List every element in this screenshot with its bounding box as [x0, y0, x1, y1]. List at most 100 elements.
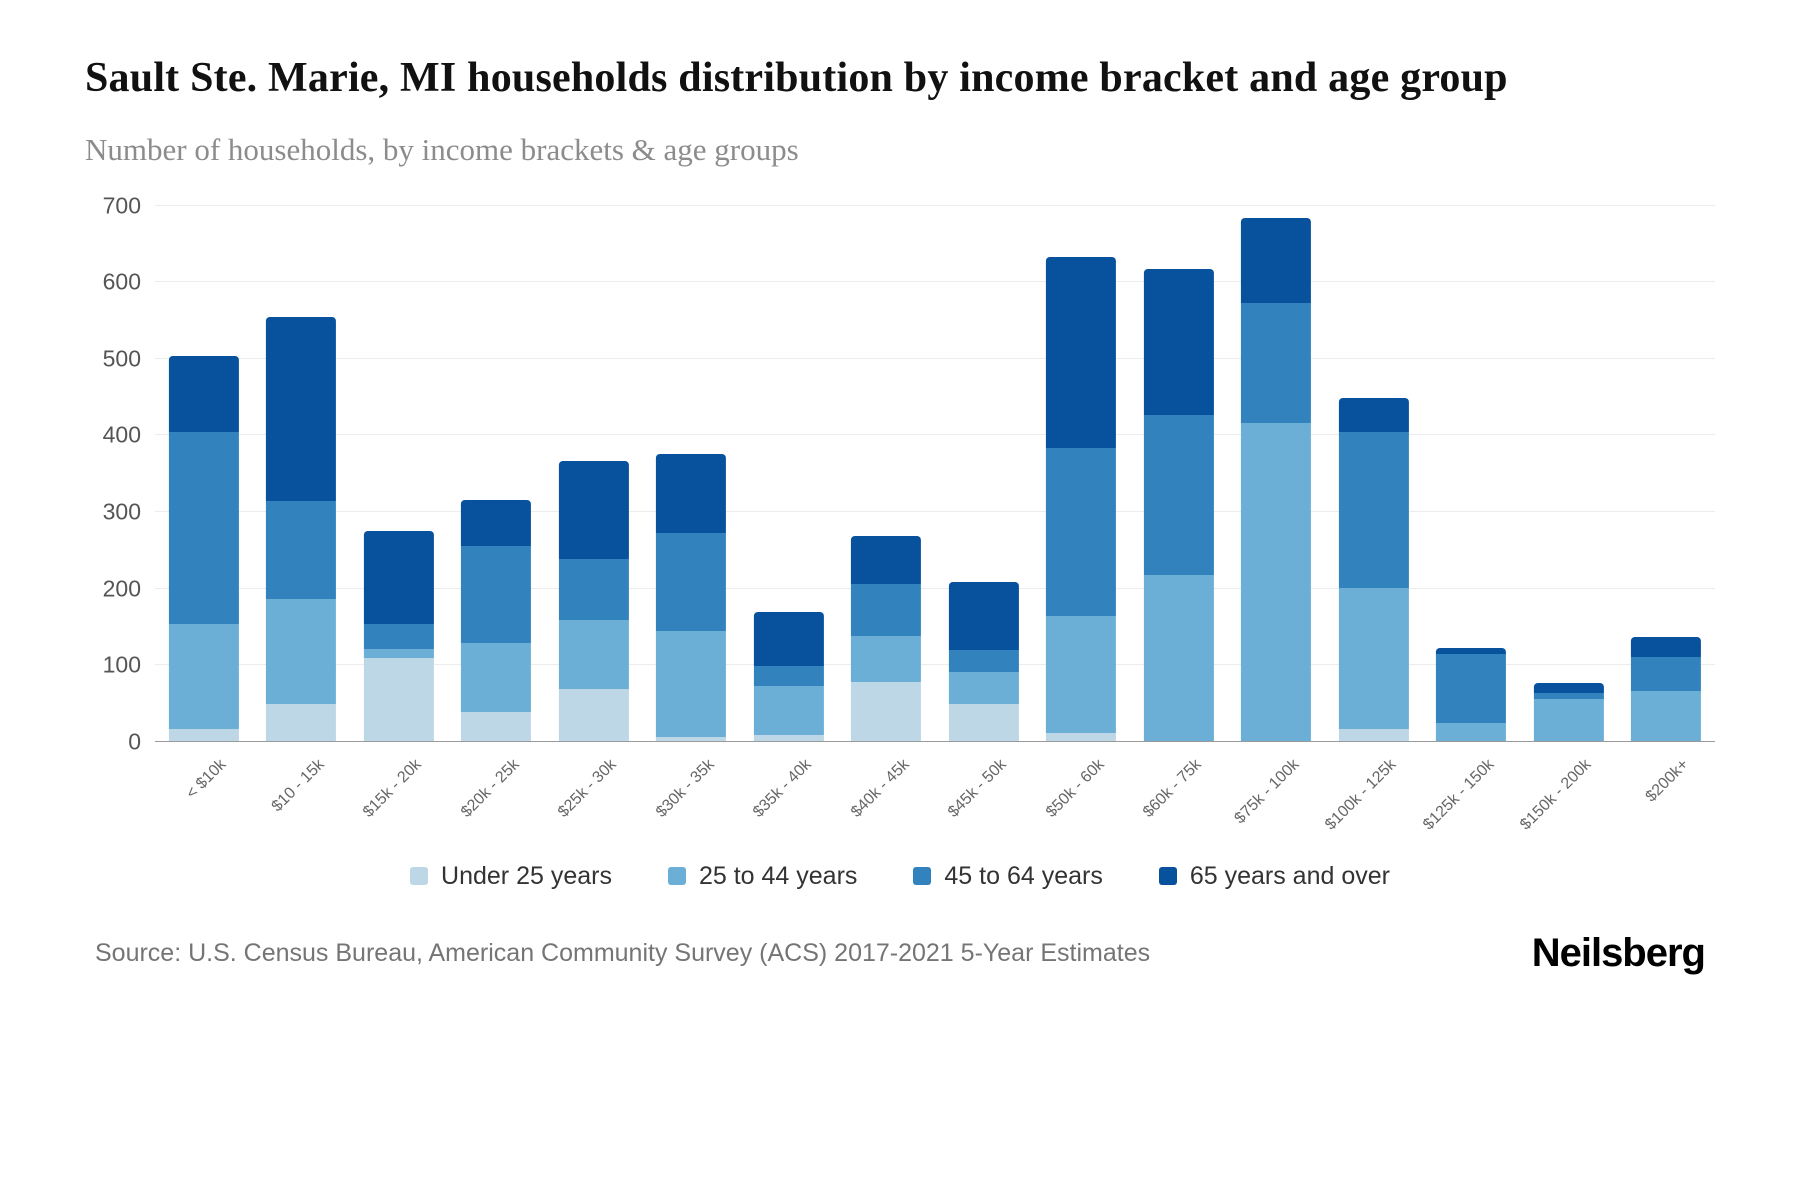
gridline: [155, 511, 1715, 513]
y-tick-label: 400: [102, 421, 141, 448]
legend-item[interactable]: 65 years and over: [1158, 862, 1390, 891]
x-label-cell: $40k - 45k: [838, 742, 936, 860]
bar-segment[interactable]: [948, 650, 1019, 672]
bar-segment[interactable]: [851, 635, 922, 682]
bar-stack: [851, 536, 922, 741]
bar-column: [1033, 206, 1131, 742]
legend-item[interactable]: Under 25 years: [410, 862, 612, 891]
bar-segment[interactable]: [753, 734, 824, 741]
bar-segment[interactable]: [948, 704, 1019, 741]
x-tick-label: $30k - 35k: [652, 755, 718, 821]
bar-segment[interactable]: [1631, 656, 1702, 691]
x-label-cell: $150k - 200k: [1517, 742, 1618, 860]
bar-segment[interactable]: [1241, 302, 1312, 423]
bar-segment[interactable]: [461, 711, 532, 741]
bar-segment[interactable]: [168, 355, 239, 433]
bar-columns: [155, 206, 1715, 742]
bar-segment[interactable]: [1533, 698, 1604, 741]
legend-item[interactable]: 45 to 64 years: [913, 862, 1103, 891]
bar-segment[interactable]: [656, 453, 727, 533]
bar-segment[interactable]: [753, 666, 824, 686]
bar-segment[interactable]: [461, 499, 532, 546]
bar-segment[interactable]: [1533, 683, 1604, 693]
bar-segment[interactable]: [1338, 729, 1409, 741]
bar-segment[interactable]: [266, 704, 337, 741]
x-label-cell: $50k - 60k: [1033, 742, 1131, 860]
x-tick-label: $10 - 15k: [268, 755, 328, 815]
x-tick-label: < $10k: [183, 755, 230, 803]
bar-segment[interactable]: [851, 583, 922, 636]
legend-item[interactable]: 25 to 44 years: [667, 861, 858, 891]
bar-segment[interactable]: [1046, 733, 1117, 741]
bar-segment[interactable]: [558, 461, 629, 559]
bar-segment[interactable]: [1338, 587, 1409, 730]
bar-segment[interactable]: [948, 582, 1019, 651]
bar-segment[interactable]: [948, 671, 1019, 704]
x-label-cell: $125k - 150k: [1420, 742, 1521, 860]
bar-segment[interactable]: [461, 545, 532, 643]
bar-stack: [1046, 256, 1117, 741]
neilsberg-logo[interactable]: Neilsberg: [1531, 930, 1706, 975]
bar-segment[interactable]: [266, 317, 337, 502]
bar-segment[interactable]: [851, 536, 922, 584]
bar-segment[interactable]: [1046, 256, 1117, 448]
bar-segment[interactable]: [1241, 422, 1312, 741]
bar-segment[interactable]: [1338, 397, 1409, 433]
bar-stack: [168, 355, 239, 741]
bar-segment[interactable]: [363, 624, 434, 649]
bar-segment[interactable]: [656, 736, 727, 741]
chart: 0 100 200 300 400 500 600 700 < $10k $10 - 15k $1…: [85, 192, 1715, 860]
bar-stack: [461, 499, 532, 741]
bar-segment[interactable]: [558, 688, 629, 741]
x-tick-label: $20k - 25k: [457, 755, 523, 821]
bar-segment[interactable]: [1631, 690, 1702, 741]
bar-segment[interactable]: [1143, 415, 1214, 576]
bar-segment[interactable]: [363, 658, 434, 741]
bar-segment[interactable]: [1338, 432, 1409, 588]
bar-segment[interactable]: [656, 631, 727, 737]
x-tick-label: $150k - 200k: [1517, 755, 1595, 834]
bar-segment[interactable]: [558, 558, 629, 620]
x-label-cell: $30k - 35k: [643, 742, 741, 860]
bar-column: [1520, 206, 1618, 742]
bar-column: [253, 206, 351, 742]
bar-segment[interactable]: [168, 729, 239, 741]
bar-segment[interactable]: [1046, 615, 1117, 734]
bar-segment[interactable]: [1436, 654, 1507, 724]
bar-segment[interactable]: [168, 432, 239, 625]
bar-segment[interactable]: [1143, 575, 1214, 741]
y-tick-label: 600: [102, 268, 141, 295]
bar-column: [1325, 206, 1423, 742]
footer: Source: U.S. Census Bureau, American Com…: [85, 931, 1715, 976]
bar-segment[interactable]: [461, 642, 532, 712]
bar-segment[interactable]: [1046, 447, 1117, 616]
bar-segment[interactable]: [753, 612, 824, 667]
bar-segment[interactable]: [753, 685, 824, 735]
bar-stack: [1436, 648, 1507, 741]
gridline: [155, 434, 1715, 436]
bar-segment[interactable]: [1436, 723, 1507, 741]
bar-segment[interactable]: [656, 532, 727, 632]
bar-segment[interactable]: [363, 530, 434, 625]
x-tick-label: $100k - 125k: [1322, 755, 1400, 834]
bar-segment[interactable]: [1533, 692, 1604, 699]
bar-segment[interactable]: [168, 624, 239, 730]
x-label-cell: $25k - 30k: [545, 742, 643, 860]
bar-segment[interactable]: [1143, 269, 1214, 416]
bar-segment[interactable]: [1631, 637, 1702, 657]
bar-segment[interactable]: [1241, 217, 1312, 303]
bar-segment[interactable]: [266, 599, 337, 704]
bar-segment[interactable]: [851, 681, 922, 741]
bar-stack: [1631, 637, 1702, 741]
y-tick-label: 200: [102, 575, 141, 602]
legend-label: 25 to 44 years: [698, 861, 858, 890]
bar-stack: [1143, 269, 1214, 741]
bar-segment[interactable]: [266, 501, 337, 600]
bar-segment[interactable]: [363, 648, 434, 659]
bar-segment[interactable]: [558, 619, 629, 689]
source-attribution: Source: U.S. Census Bureau, American Com…: [95, 938, 1151, 967]
x-label-cell: $75k - 100k: [1228, 742, 1326, 860]
x-label-cell: $45k - 50k: [935, 742, 1033, 860]
x-axis-line: [155, 740, 1715, 742]
bar-segment[interactable]: [1436, 648, 1507, 655]
